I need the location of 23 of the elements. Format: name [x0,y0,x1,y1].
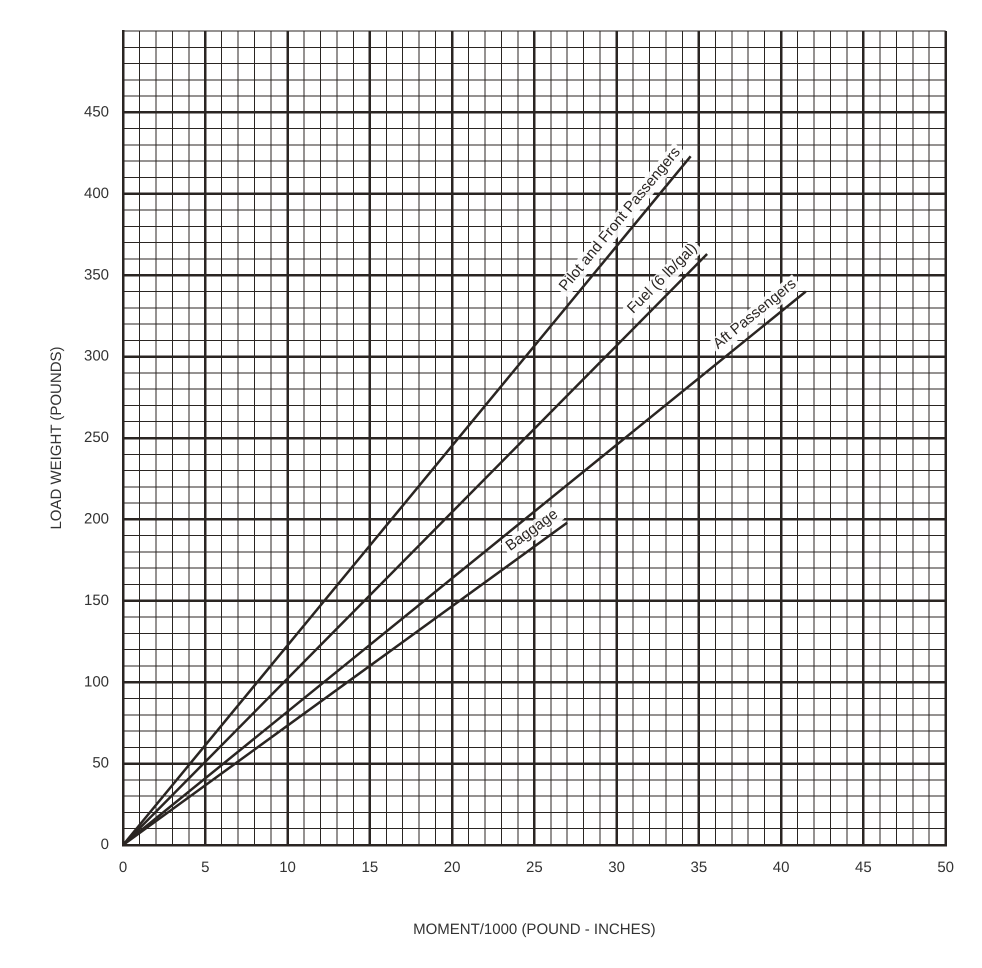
y-tick-label: 100 [84,673,110,690]
x-tick-label: 30 [608,859,625,876]
y-tick-label: 200 [84,510,110,528]
y-tick-label: 350 [84,266,110,284]
y-tick-label: 300 [84,348,110,365]
y-tick-label: 50 [92,754,110,772]
x-tick-label: 0 [118,859,128,876]
y-tick-label: 0 [100,836,110,854]
x-tick-label: 25 [526,859,543,876]
x-tick-label: 50 [937,859,954,876]
y-tick-label: 400 [84,184,110,202]
x-tick-label: 40 [772,859,790,876]
x-tick-label: 20 [444,859,460,876]
x-tick-label: 15 [361,859,378,876]
x-tick-label: 45 [855,859,872,876]
x-axis-title: MOMENT/1000 (POUND - INCHES) [413,921,656,938]
y-tick-label: 150 [84,592,110,609]
x-tick-label: 35 [690,859,708,876]
y-tick-label: 250 [84,429,110,446]
x-tick-label: 10 [279,859,296,876]
x-tick-label: 5 [201,859,210,876]
y-tick-label: 450 [84,104,110,121]
y-axis-title: LOAD WEIGHT (POUNDS) [48,346,66,530]
